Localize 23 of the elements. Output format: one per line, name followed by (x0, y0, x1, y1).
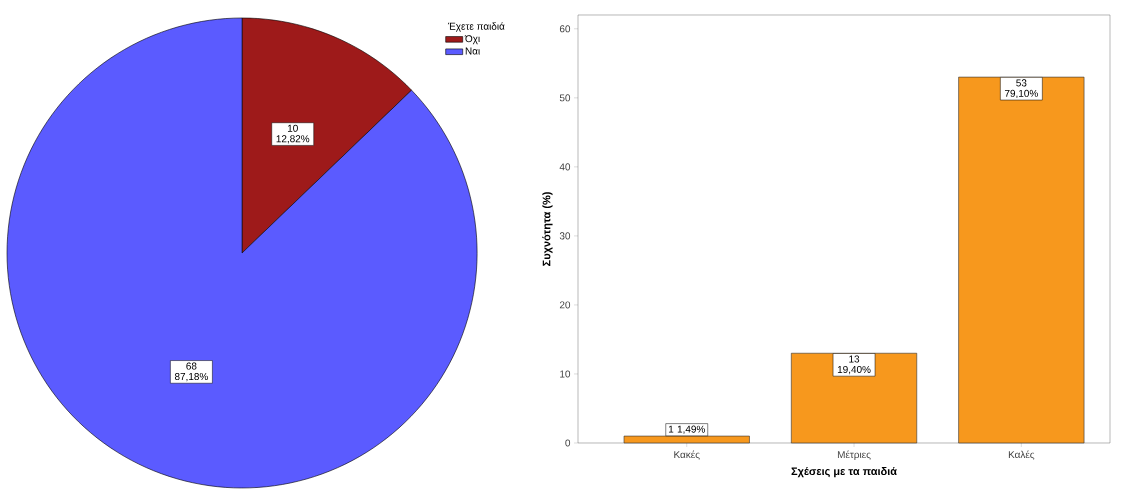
legend-title: Έχετε παιδιά (447, 22, 505, 32)
legend-label: Όχι (464, 35, 480, 45)
data-label: 13 19,40% (837, 355, 871, 375)
x-tick-label: Κακές (674, 450, 700, 460)
x-axis-title: Σχέσεις με τα παιδιά (791, 466, 897, 478)
y-tick-label: 30 (559, 232, 571, 240)
data-label: 68 87,18% (174, 362, 208, 382)
y-tick-label: 50 (559, 94, 571, 102)
y-tick-label: 20 (559, 301, 571, 309)
x-tick-label: Καλές (1008, 450, 1035, 460)
bar (958, 76, 1085, 444)
y-tick-label: 40 (559, 163, 571, 171)
data-label: 53 79,10% (1004, 79, 1038, 99)
legend-label: Ναι (465, 47, 480, 55)
y-axis-title: Συχνότητα (%) (542, 192, 553, 266)
bar (791, 352, 918, 444)
data-label: 10 12,82% (276, 124, 310, 144)
x-tick-label: Μέτριες (837, 450, 871, 461)
y-tick-label: 10 (560, 370, 571, 378)
data-label: 1 1,49% (668, 425, 705, 434)
y-tick-label: 60 (559, 25, 571, 33)
y-tick-label: 0 (565, 439, 571, 447)
bar (623, 435, 750, 444)
